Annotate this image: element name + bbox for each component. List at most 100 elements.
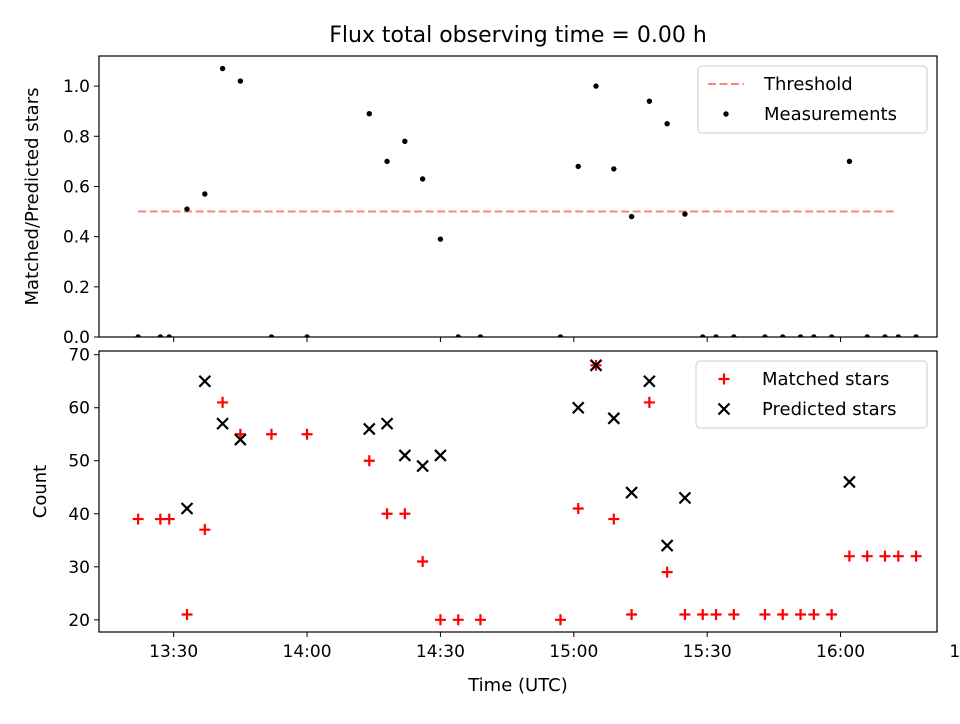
measurement-point <box>437 236 444 242</box>
measurement-point <box>828 334 835 337</box>
matched-star-point <box>643 396 655 408</box>
x-tick-label: 15:00 <box>549 642 598 662</box>
axes-frame <box>98 350 938 633</box>
measurement-point <box>864 334 870 337</box>
measurement-point <box>219 65 226 72</box>
predicted-star-point <box>363 422 376 436</box>
measurement-point <box>268 334 275 337</box>
y-tick-label: 20 <box>68 611 90 631</box>
measurement-point <box>646 98 653 104</box>
matched-star-point <box>434 614 446 626</box>
matched-star-point <box>759 609 771 621</box>
predicted-star-point <box>625 486 638 499</box>
legend-matched-swatch <box>718 373 730 385</box>
measurement-point <box>304 334 310 337</box>
predicted-star-point <box>434 449 447 462</box>
measurement-point <box>762 334 768 337</box>
x-tick-label: 13:30 <box>149 642 198 662</box>
measurement-point <box>846 158 853 165</box>
top-panel: 0.0 0.2 0.4 0.6 0.8 1.0 Matched/Predicted star… <box>22 55 938 348</box>
measurement-point <box>682 211 688 217</box>
predicted-star-point <box>643 374 656 388</box>
matched-star-point <box>199 524 211 536</box>
y-tick-label: 1.0 <box>63 77 90 97</box>
legend-predicted-swatch <box>717 402 731 416</box>
matched-star-point <box>474 614 486 626</box>
predicted-star-point <box>843 475 856 489</box>
matched-star-point <box>217 396 229 408</box>
measurement-point <box>913 334 919 337</box>
matched-star-point <box>777 609 789 621</box>
measurement-point <box>202 191 208 197</box>
measurement-point <box>419 176 426 182</box>
matched-star-point <box>679 609 691 621</box>
data-area <box>132 359 922 626</box>
matched-star-point <box>265 428 277 440</box>
matched-star-point <box>728 609 740 621</box>
measurement-point <box>157 334 164 337</box>
measurement-point <box>811 334 817 337</box>
x-tick-label: 14:30 <box>416 642 465 662</box>
measurement-point <box>731 334 737 337</box>
predicted-star-point <box>416 459 429 473</box>
matched-star-point <box>843 550 855 562</box>
measurement-point <box>713 334 719 337</box>
matched-star-point <box>710 609 722 621</box>
matched-star-point <box>661 566 673 578</box>
measurement-point <box>593 83 599 89</box>
measurement-point <box>402 138 408 145</box>
y-axis-label: Count <box>30 465 51 518</box>
axes-frame <box>98 55 938 338</box>
y-tick-label: 30 <box>68 558 90 578</box>
measurement-point <box>455 334 461 337</box>
matched-star-point <box>608 513 620 525</box>
matched-star-point <box>910 550 922 562</box>
x-tick-label: 15:30 <box>683 642 732 662</box>
measurement-point <box>135 334 141 337</box>
measurement-point <box>557 334 564 337</box>
predicted-star-point <box>589 359 603 372</box>
x-tick-label: 16:30 <box>949 642 960 662</box>
predicted-star-point <box>571 401 585 415</box>
measurement-point <box>780 334 786 337</box>
legend-box <box>695 360 928 429</box>
legend-box <box>697 65 928 134</box>
legend-label: Threshold <box>763 74 853 95</box>
y-tick-label: 0.4 <box>63 228 90 248</box>
bottom-panel: 20 30 40 50 60 70 13:30 14:00 14:30 15:00 15:30 16:… <box>30 346 960 662</box>
y-tick-label: 40 <box>68 505 90 525</box>
predicted-star-point <box>678 491 692 505</box>
measurement-point <box>237 78 244 84</box>
predicted-star-point <box>198 374 212 388</box>
predicted-star-point <box>234 433 247 446</box>
matched-star-point <box>861 550 873 562</box>
legend: Matched stars Predicted stars <box>695 360 928 429</box>
measurement-point <box>664 121 670 127</box>
legend-label: Matched stars <box>762 369 889 390</box>
y-tick-label: 0.8 <box>63 127 90 147</box>
matched-star-point <box>301 428 313 440</box>
matched-star-point <box>181 609 193 621</box>
legend-label: Measurements <box>764 104 897 125</box>
predicted-star-point <box>660 539 674 552</box>
measurement-point <box>797 334 804 337</box>
predicted-star-point <box>180 502 194 515</box>
measurement-point <box>895 334 902 337</box>
measurement-point <box>166 334 172 337</box>
measurement-point <box>882 334 888 337</box>
matched-star-point <box>381 508 393 520</box>
matched-star-point <box>572 502 584 514</box>
legend-measurement-swatch <box>723 111 729 117</box>
matched-star-point <box>892 550 904 562</box>
predicted-star-point <box>607 412 621 425</box>
predicted-star-point <box>398 449 412 462</box>
y-tick-label: 50 <box>68 452 90 472</box>
measurement-point <box>611 166 617 172</box>
matched-star-point <box>234 428 246 440</box>
measurement-point <box>477 334 484 337</box>
y-axis-label: Matched/Predicted stars <box>22 88 43 306</box>
predicted-star-point <box>216 417 229 430</box>
x-tick-label: 14:00 <box>283 642 332 662</box>
legend: Threshold Measurements <box>697 65 928 134</box>
